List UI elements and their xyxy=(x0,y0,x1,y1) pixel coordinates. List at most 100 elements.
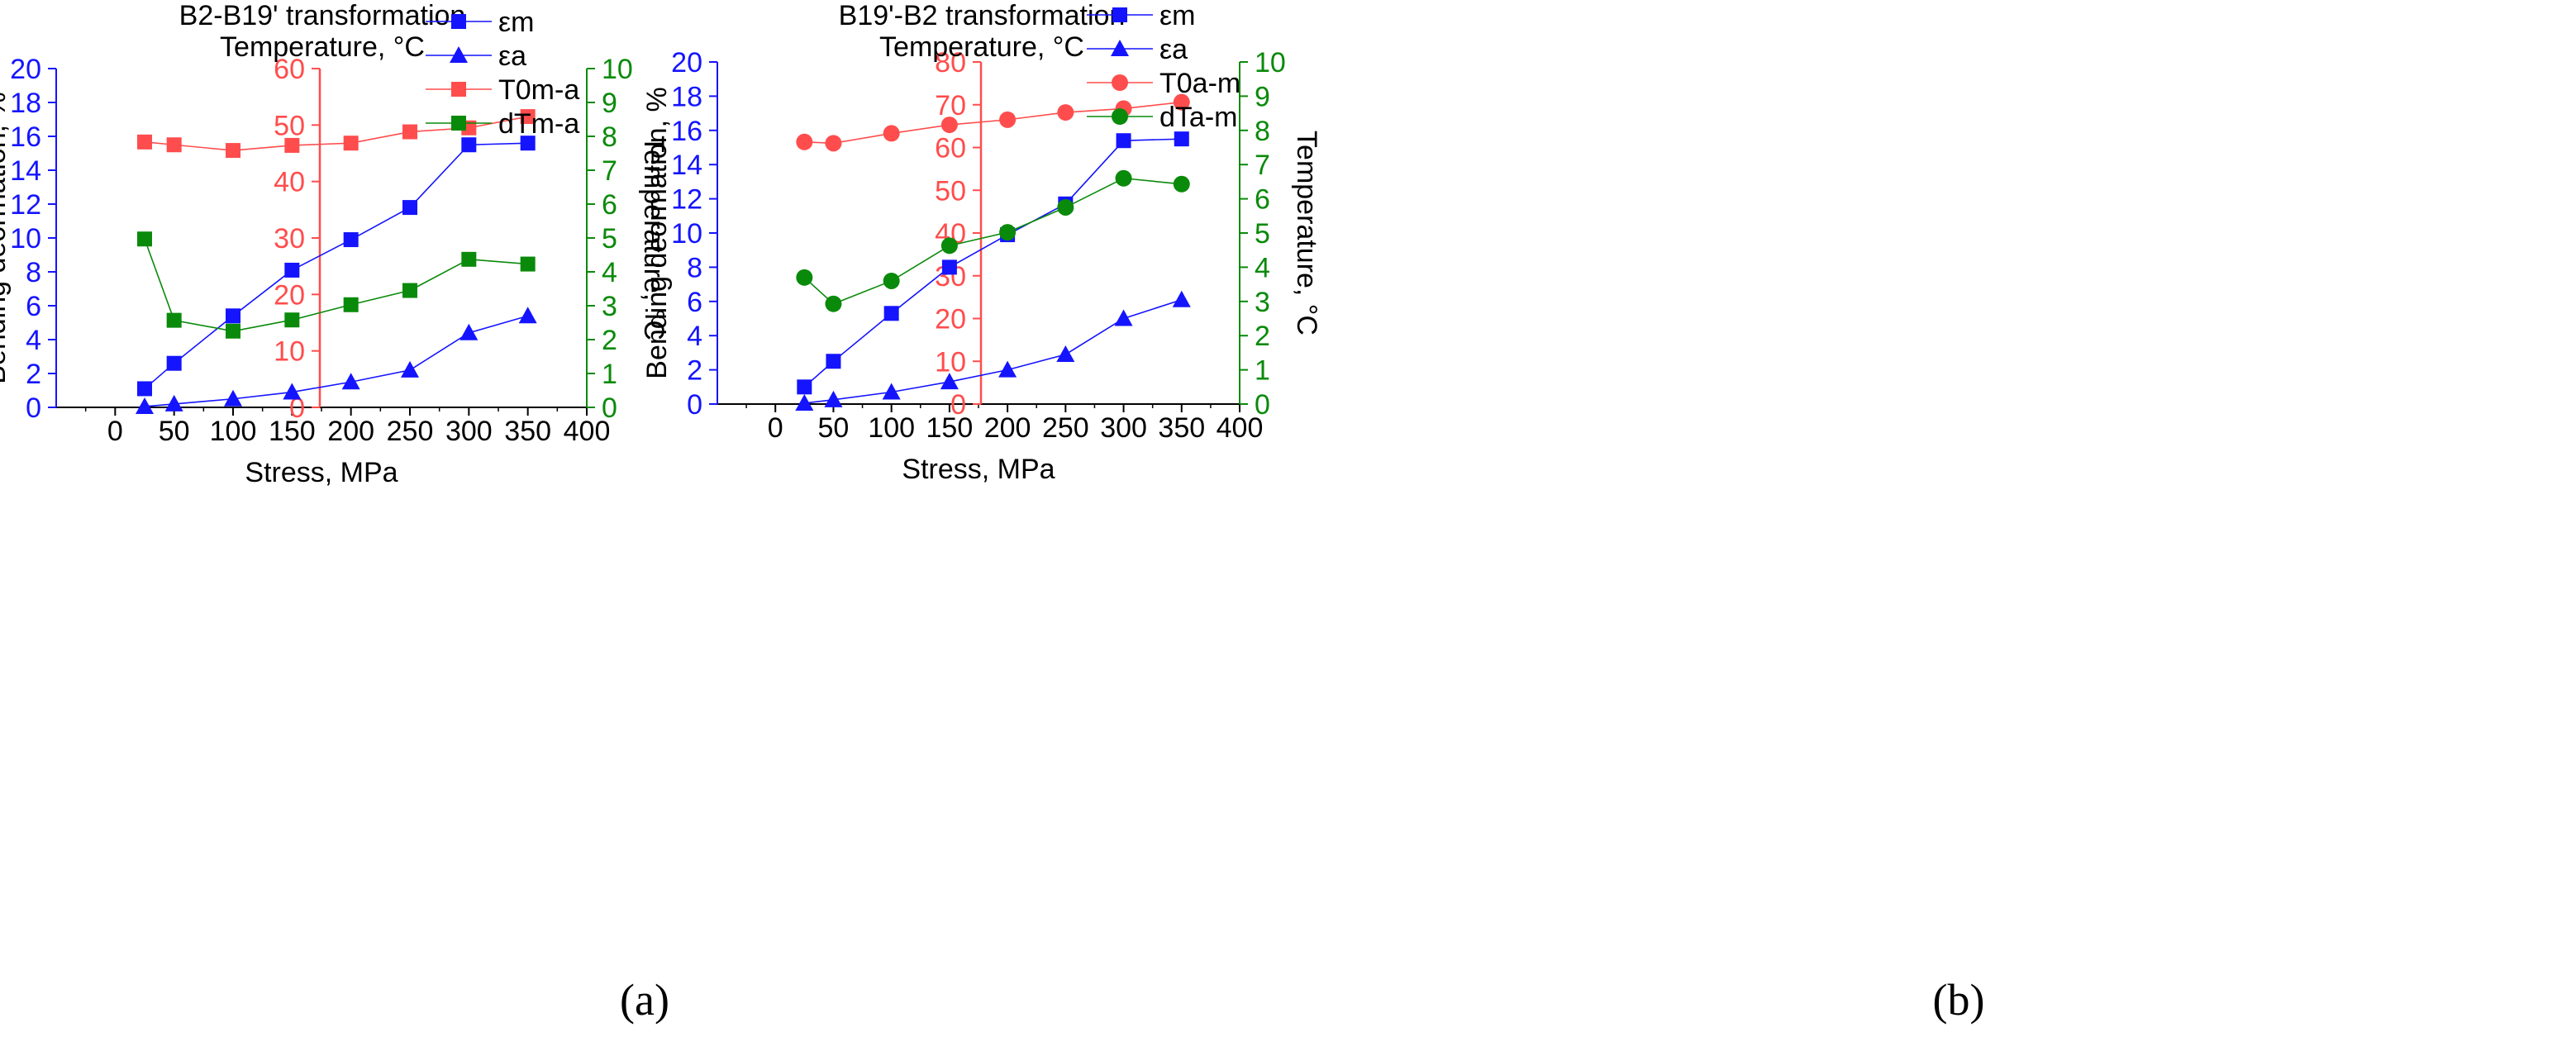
x-tick-label: 50 xyxy=(818,412,850,444)
mid-tick-label: 0 xyxy=(950,389,966,421)
legend-marker xyxy=(450,46,468,63)
legend-marker xyxy=(1111,40,1129,56)
right-tick-label: 2 xyxy=(1255,321,1270,352)
x-tick-label: 200 xyxy=(327,416,374,447)
data-point xyxy=(825,135,842,152)
y-axis-label-right: Temperature, °C xyxy=(1291,131,1322,335)
mid-tick-label: 40 xyxy=(274,167,305,198)
legend-marker xyxy=(451,14,466,29)
series-3 xyxy=(137,231,536,339)
mid-tick-label: 20 xyxy=(274,279,305,311)
series-1 xyxy=(136,307,537,414)
series-line xyxy=(803,138,1182,388)
x-tick-label: 400 xyxy=(1217,412,1264,444)
series-0 xyxy=(797,131,1189,395)
right-tick-label: 4 xyxy=(602,257,617,288)
right-tick-label: 3 xyxy=(1255,287,1270,318)
mid-tick-label: 70 xyxy=(935,90,966,121)
right-tick-label: 5 xyxy=(602,223,617,254)
data-point xyxy=(796,269,813,286)
data-point xyxy=(1057,104,1074,121)
mid-axis-title: Temperature, °C xyxy=(879,31,1084,63)
mid-tick-label: 30 xyxy=(274,223,305,254)
left-tick-label: 8 xyxy=(687,252,702,283)
data-point xyxy=(1173,175,1190,193)
x-tick-label: 300 xyxy=(445,416,493,447)
right-tick-label: 1 xyxy=(1255,355,1270,387)
data-point xyxy=(284,262,300,278)
left-tick-label: 16 xyxy=(671,116,702,147)
mid-tick-label: 50 xyxy=(935,175,966,207)
data-point xyxy=(940,237,958,254)
mid-tick-label: 0 xyxy=(289,392,305,424)
legend-marker xyxy=(451,82,466,97)
left-tick-label: 0 xyxy=(26,392,41,424)
data-point xyxy=(883,306,899,321)
caption-a: (a) xyxy=(620,975,669,1025)
y-axis-label-left: Bending deormation, % xyxy=(641,87,673,378)
chart-title: B2-B19' transformation xyxy=(179,0,466,31)
data-point xyxy=(795,393,814,411)
data-point xyxy=(226,308,240,324)
legend-marker xyxy=(1112,108,1128,125)
data-point xyxy=(824,390,843,407)
right-tick-label: 6 xyxy=(1255,184,1270,216)
data-point xyxy=(520,256,536,272)
right-tick-label: 3 xyxy=(602,291,617,322)
right-tick-label: 8 xyxy=(602,121,617,153)
data-point xyxy=(940,373,959,390)
series-3 xyxy=(796,169,1190,312)
data-point xyxy=(226,323,240,339)
data-point xyxy=(166,137,182,153)
data-point xyxy=(224,389,242,407)
data-point xyxy=(341,373,360,390)
data-point xyxy=(284,312,300,328)
series-line xyxy=(144,238,528,332)
data-point xyxy=(226,143,240,159)
x-tick-label: 350 xyxy=(504,416,551,447)
legend-marker xyxy=(1112,74,1128,91)
left-tick-label: 10 xyxy=(671,218,702,250)
data-point xyxy=(461,251,477,267)
data-point xyxy=(882,383,901,400)
right-tick-label: 0 xyxy=(1255,389,1270,421)
data-point xyxy=(137,231,152,247)
mid-tick-label: 20 xyxy=(935,304,966,335)
left-tick-label: 12 xyxy=(10,189,41,221)
x-tick-label: 0 xyxy=(107,416,123,447)
data-point xyxy=(999,111,1017,128)
series-line xyxy=(804,298,1183,404)
series-2 xyxy=(796,93,1190,152)
chart-panel-b: (b) 0 50 100 150 200 250 300 350 400024681012141… xyxy=(641,0,1984,1025)
data-point xyxy=(343,136,359,151)
data-point xyxy=(796,133,813,150)
series-1 xyxy=(795,290,1191,411)
mid-tick-label: 60 xyxy=(935,133,966,164)
data-point xyxy=(402,200,417,216)
data-point xyxy=(999,224,1017,241)
data-point xyxy=(1115,169,1132,187)
left-tick-label: 20 xyxy=(10,54,41,85)
x-tick-label: 150 xyxy=(269,416,316,447)
mid-tick-label: 50 xyxy=(274,110,305,141)
series-line xyxy=(803,177,1182,305)
right-tick-label: 10 xyxy=(602,54,633,85)
legend-label: T0a-m xyxy=(1159,68,1240,99)
legend-marker xyxy=(1112,7,1127,22)
x-tick-label: 400 xyxy=(564,416,611,447)
data-point xyxy=(1057,198,1074,216)
left-tick-label: 0 xyxy=(687,389,702,421)
mid-axis-title: Temperature, °C xyxy=(220,31,425,63)
series-line xyxy=(804,101,1182,145)
data-point xyxy=(520,136,536,151)
x-axis-label: Stress, MPa xyxy=(902,454,1055,485)
right-tick-label: 1 xyxy=(602,359,617,390)
left-tick-label: 18 xyxy=(10,88,41,119)
right-tick-label: 5 xyxy=(1255,218,1270,250)
left-tick-label: 4 xyxy=(687,321,702,352)
chart-panel-a: (a) 0 50 100 150 200 250 300 350 400024681012141… xyxy=(0,0,669,1025)
data-point xyxy=(883,272,900,289)
data-point xyxy=(284,137,300,153)
left-tick-label: 20 xyxy=(671,47,702,78)
